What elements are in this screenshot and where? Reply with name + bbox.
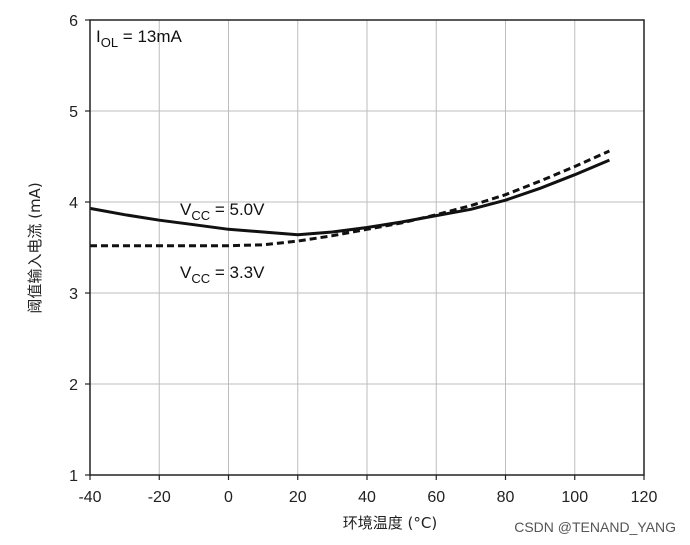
annotation-rest: = 13mA bbox=[118, 27, 182, 46]
x-tick-label: 60 bbox=[427, 489, 445, 506]
x-tick-label: 20 bbox=[289, 489, 307, 506]
grid-lines bbox=[90, 20, 644, 475]
x-tick-label: 100 bbox=[561, 489, 588, 506]
y-tick-label: 4 bbox=[69, 195, 78, 212]
series-label-main: V bbox=[180, 200, 192, 219]
x-tick-label: 120 bbox=[631, 489, 658, 506]
x-axis-label: 环境温度 (°C) bbox=[343, 514, 437, 532]
x-tick-label: -20 bbox=[148, 489, 171, 506]
x-tick-label: 0 bbox=[224, 489, 233, 506]
series-label-vcc-5v: VCC = 5.0V bbox=[180, 200, 265, 223]
series-label-main: V bbox=[180, 263, 192, 282]
x-tick-label: 80 bbox=[497, 489, 515, 506]
series-label-sub: CC bbox=[191, 271, 210, 286]
series-label-rest: = 3.3V bbox=[210, 263, 265, 282]
y-tick-label: 6 bbox=[69, 13, 78, 30]
x-tick-label: -40 bbox=[78, 489, 101, 506]
annotation-sub: OL bbox=[101, 35, 118, 50]
x-tick-labels: -40 -20 0 20 40 60 80 100 120 bbox=[78, 475, 657, 506]
annotation-iol: IOL = 13mA bbox=[96, 27, 183, 50]
series-label-sub: CC bbox=[191, 208, 210, 223]
x-tick-label: 40 bbox=[358, 489, 376, 506]
y-axis-label: 阈值输入电流 (mA) bbox=[26, 182, 44, 313]
watermark: CSDN @TENAND_YANG bbox=[514, 519, 676, 535]
y-tick-label: 1 bbox=[69, 468, 78, 485]
y-tick-label: 5 bbox=[69, 104, 78, 121]
y-tick-labels: 1 2 3 4 5 6 bbox=[69, 13, 90, 485]
plot-frame bbox=[89, 19, 645, 476]
series-line-vcc-5v bbox=[89, 158, 610, 237]
annotation-main: I bbox=[96, 27, 101, 46]
y-tick-label: 2 bbox=[69, 377, 78, 394]
y-tick-label: 3 bbox=[69, 286, 78, 303]
series-lines bbox=[89, 149, 611, 248]
series-label-rest: = 5.0V bbox=[210, 200, 265, 219]
series-line-vcc-3v3 bbox=[90, 149, 611, 248]
series-label-vcc-3v3: VCC = 3.3V bbox=[180, 263, 265, 286]
